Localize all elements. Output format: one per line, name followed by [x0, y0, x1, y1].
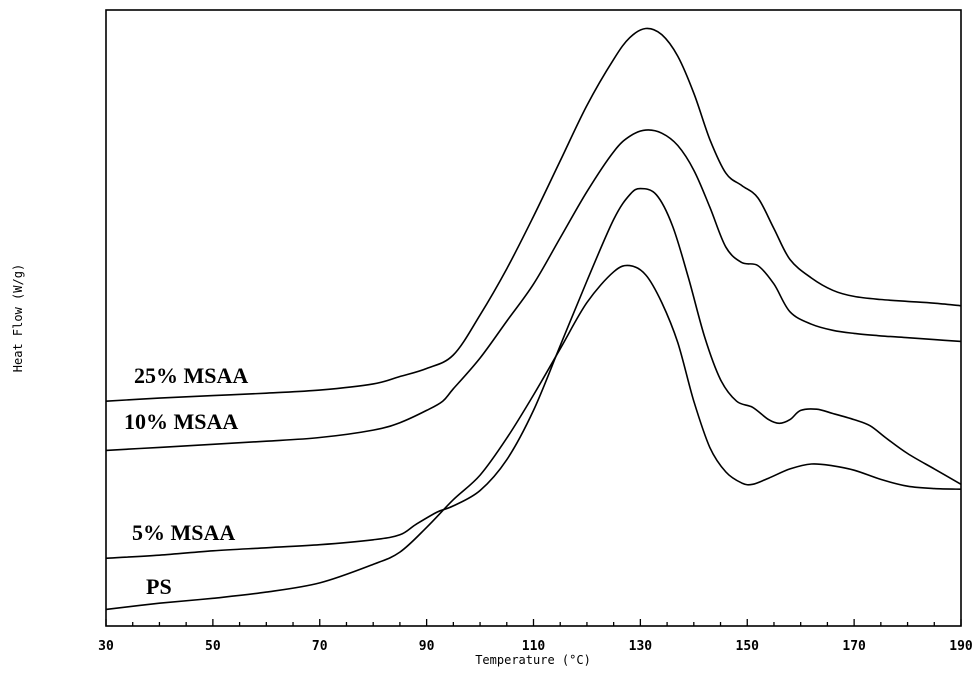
- series-label-25-msaa: 25% MSAA: [134, 363, 248, 388]
- x-tick-label: 150: [736, 639, 760, 654]
- series-label-10-msaa: 10% MSAA: [124, 409, 238, 434]
- x-tick-label: 90: [419, 639, 435, 654]
- series-labels: 25% MSAA 10% MSAA 5% MSAA PS: [124, 363, 248, 599]
- x-tick-label: 130: [629, 639, 653, 654]
- series-curves: [105, 27, 962, 611]
- x-tick-label: 50: [205, 639, 221, 654]
- y-axis-title: Heat Flow (W/g): [11, 264, 25, 372]
- x-axis-title: Temperature (°C): [475, 653, 591, 667]
- x-tick-label: 170: [842, 639, 866, 654]
- x-tick-label: 110: [522, 639, 546, 654]
- series-line-5-msaa: [105, 187, 962, 559]
- series-label-5-msaa: 5% MSAA: [132, 520, 235, 545]
- series-line-ps: [105, 264, 962, 611]
- series-label-ps: PS: [146, 574, 172, 599]
- x-axis-ticks: [105, 619, 962, 626]
- series-line-10-msaa: [105, 129, 962, 452]
- series-line-25-msaa: [105, 27, 962, 402]
- x-tick-label: 70: [312, 639, 328, 654]
- x-axis-tick-labels: 30 50 70 90 110 130 150 170 190: [98, 639, 973, 654]
- x-tick-label: 190: [949, 639, 973, 654]
- x-tick-label: 30: [98, 639, 114, 654]
